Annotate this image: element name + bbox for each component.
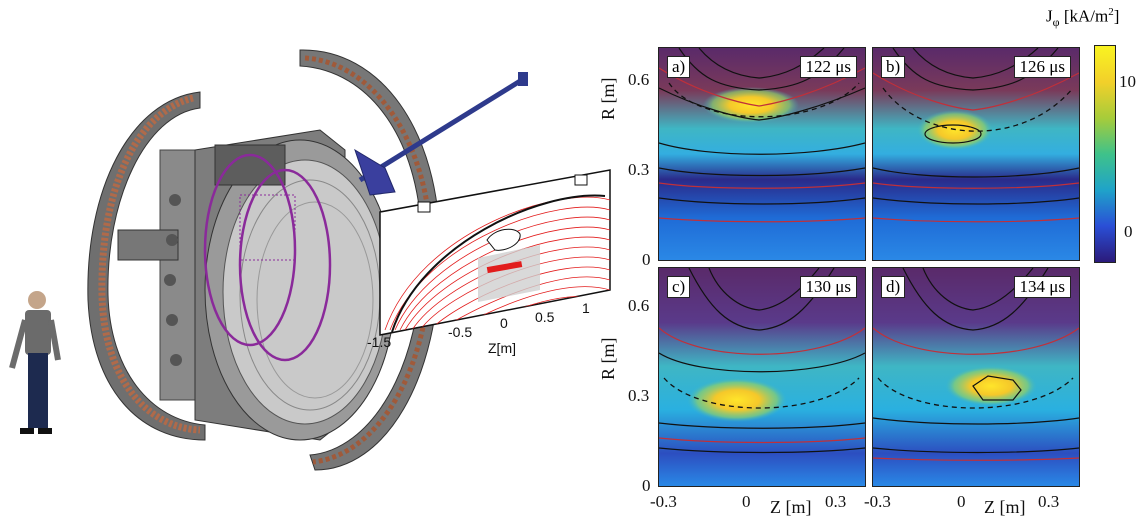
r-tick-top-0.6: 0.6 (628, 70, 650, 89)
field-line-inset (379, 169, 611, 336)
z-label-left: Z [m] (770, 497, 812, 517)
panel-a-field (659, 48, 865, 260)
r-label-bottom: R [m] (598, 337, 618, 381)
r-tick-top-0.3: 0.3 (628, 160, 650, 179)
r-tick-top-0: 0 (642, 250, 651, 269)
panel-b-time: 126 μs (1013, 56, 1071, 78)
inset-xlabel: Z[m] (488, 340, 516, 356)
colorbar-title-unit: [kA/m (1063, 6, 1109, 26)
z-label-right: Z [m] (984, 497, 1026, 517)
z-tick-right-0: 0 (957, 492, 966, 511)
colorbar-title: Jφ [kA/m2] (1046, 6, 1119, 30)
panel-d-field (873, 268, 1079, 486)
inset-tick: 0 (500, 315, 508, 331)
r-label-top: R [m] (598, 77, 618, 121)
inset-tick: 1 (582, 300, 590, 316)
colorbar-title-sub: φ (1052, 15, 1060, 30)
panel-c-time: 130 μs (799, 276, 857, 298)
r-tick-bottom-0.3: 0.3 (628, 386, 650, 405)
panel-c-field (659, 268, 865, 486)
colorbar-title-symbol: J (1046, 6, 1053, 26)
panel-a-label: a) (667, 56, 691, 78)
panel-b: b) 126 μs (872, 47, 1080, 261)
inset-tick: -0.5 (448, 324, 473, 340)
panel-a-time: 122 μs (799, 56, 857, 78)
r-tick-bottom-0: 0 (642, 476, 651, 495)
inset-tick: 0.5 (535, 309, 555, 325)
panel-d-time: 134 μs (1013, 276, 1071, 298)
apparatus-illustration (9, 49, 611, 471)
panel-b-label: b) (881, 56, 906, 78)
inset-tick: -1.5 (367, 334, 392, 350)
colorbar-title-close: ] (1113, 6, 1120, 26)
colorbar-title-sup: 2 (1108, 6, 1114, 18)
z-tick-right-neg: -0.3 (864, 492, 891, 511)
colorbar-tick-0: 0 (1124, 222, 1133, 241)
panel-c-label: c) (667, 276, 691, 298)
colorbar (1094, 45, 1116, 263)
z-tick-left-neg: -0.3 (650, 492, 677, 511)
panel-c: c) 130 μs (658, 267, 866, 487)
z-tick-left-0: 0 (742, 492, 751, 511)
z-tick-right-pos: 0.3 (1038, 492, 1060, 511)
colorbar-tick-10: 10 (1119, 72, 1136, 91)
coil-ring-left (87, 91, 206, 441)
person-figure (9, 291, 61, 434)
panel-d-label: d) (881, 276, 906, 298)
panel-b-field (873, 48, 1079, 260)
probe-arm (354, 72, 528, 196)
panel-a: a) 122 μs (658, 47, 866, 261)
z-tick-left-pos: 0.3 (825, 492, 847, 511)
vacuum-vessel (117, 129, 396, 441)
panel-d: d) 134 μs (872, 267, 1080, 487)
r-tick-bottom-0.6: 0.6 (628, 296, 650, 315)
